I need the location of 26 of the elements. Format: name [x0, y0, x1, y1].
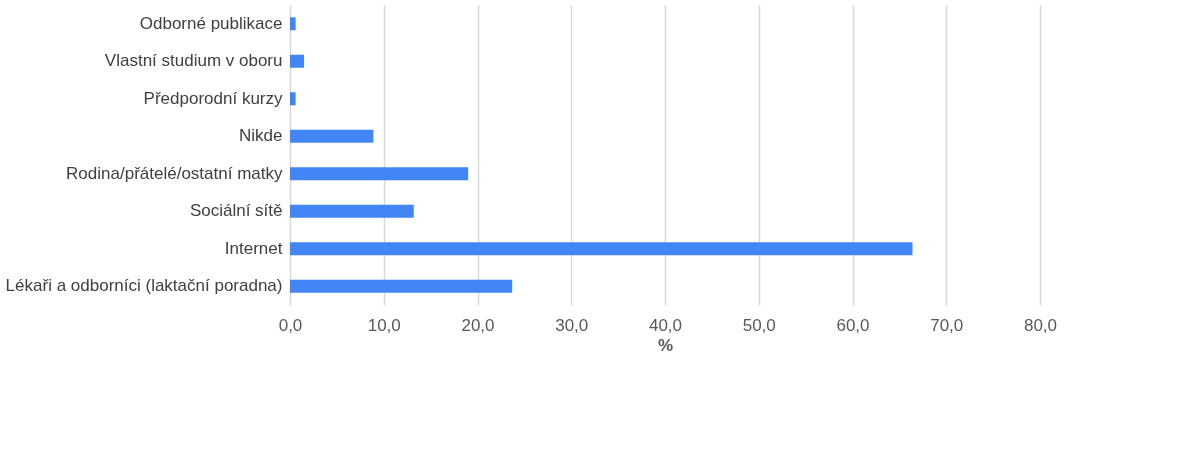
bar [290, 242, 913, 256]
y-tick-label: Předporodní kurzy [143, 88, 283, 108]
x-tick-label: 30,0 [555, 315, 589, 335]
y-tick-label: Nikde [239, 126, 283, 146]
bar [290, 167, 469, 181]
x-tick-label: 0,0 [278, 315, 303, 335]
bar [290, 17, 296, 31]
y-tick-label: Lékaři a odborníci (laktační poradna) [5, 276, 283, 296]
x-tick-label: 80,0 [1023, 315, 1058, 335]
bar [290, 279, 513, 293]
y-tick-label: Internet [224, 238, 283, 258]
x-axis-title: % [657, 335, 674, 355]
x-tick-label: 40,0 [648, 315, 683, 335]
y-tick-label: Sociální sítě [189, 201, 283, 221]
x-tick-label: 20,0 [461, 315, 495, 335]
bar [290, 54, 305, 68]
bar [290, 92, 296, 106]
y-tick-label: Odborné publikace [139, 13, 283, 33]
x-tick-label: 50,0 [742, 315, 776, 335]
bar [290, 204, 414, 218]
bar [290, 129, 374, 143]
x-tick-label: 70,0 [930, 315, 964, 335]
y-tick-label: Rodina/přátelé/ostatní matky [66, 163, 283, 183]
x-tick-label: 10,0 [367, 315, 401, 335]
y-tick-label: Vlastní studium v oboru [104, 51, 283, 71]
x-tick-label: 60,0 [836, 315, 870, 335]
